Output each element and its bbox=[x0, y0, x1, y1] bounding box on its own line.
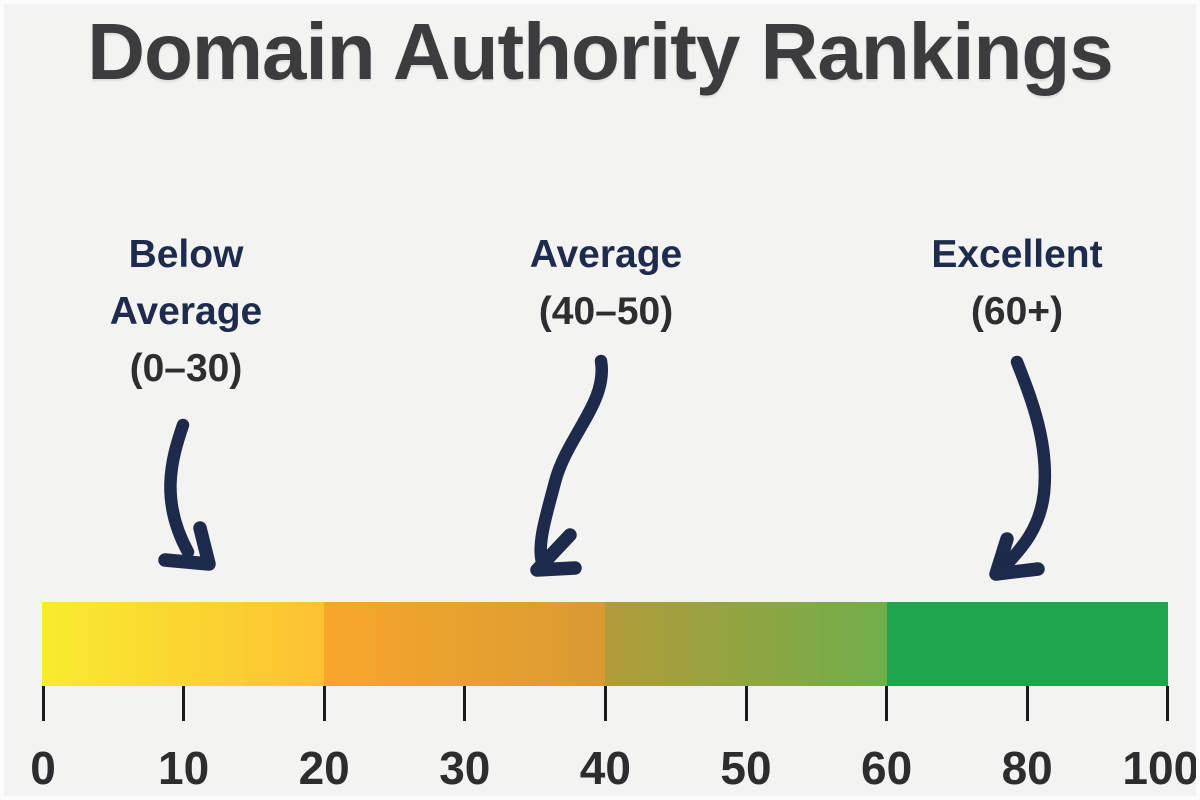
authority-scale-bar bbox=[42, 602, 1168, 686]
axis-tick-label: 80 bbox=[1001, 742, 1053, 794]
axis-tick bbox=[182, 686, 186, 721]
annotation-excellent: Excellent (60+) bbox=[857, 226, 1177, 340]
annotation-label: Excellent bbox=[931, 233, 1103, 276]
axis-tick-label: 10 bbox=[158, 742, 210, 794]
axis-tick bbox=[885, 686, 889, 721]
scale-segment-olive-to-green bbox=[605, 602, 887, 686]
axis-tick-label: 50 bbox=[720, 742, 772, 794]
annotation-label: Below Average bbox=[109, 233, 263, 333]
scale-segment-yellow bbox=[42, 602, 324, 686]
axis-tick bbox=[1025, 686, 1029, 721]
annotation-average: Average (40–50) bbox=[446, 226, 766, 340]
annotation-range: (40–50) bbox=[538, 290, 674, 333]
axis-tick-label: 40 bbox=[579, 742, 631, 794]
annotation-below-average: Below Average (0–30) bbox=[61, 226, 311, 397]
axis-tick-label: 20 bbox=[298, 742, 350, 794]
scale-segment-orange bbox=[323, 602, 605, 686]
page-title: Domain Authority Rankings bbox=[87, 7, 1113, 96]
axis-tick bbox=[322, 686, 326, 721]
annotation-range: (0–30) bbox=[129, 347, 243, 390]
axis-tick bbox=[41, 686, 45, 721]
axis-tick-label: 60 bbox=[861, 742, 913, 794]
axis-tick-label: 100 bbox=[1122, 742, 1200, 794]
curved-arrow-excellent-icon bbox=[989, 355, 1052, 581]
axis-tick-label: 30 bbox=[439, 742, 491, 794]
curved-arrow-average-icon bbox=[530, 354, 609, 577]
curved-arrow-below-average-icon bbox=[158, 418, 216, 571]
axis-tick bbox=[744, 686, 748, 721]
axis-tick bbox=[603, 686, 607, 721]
annotation-range: (60+) bbox=[970, 290, 1064, 333]
axis-tick-label: 0 bbox=[30, 742, 56, 794]
axis-tick bbox=[1166, 686, 1170, 721]
annotation-label: Average bbox=[529, 233, 683, 276]
axis-tick bbox=[463, 686, 467, 721]
scale-segment-green bbox=[886, 602, 1168, 686]
